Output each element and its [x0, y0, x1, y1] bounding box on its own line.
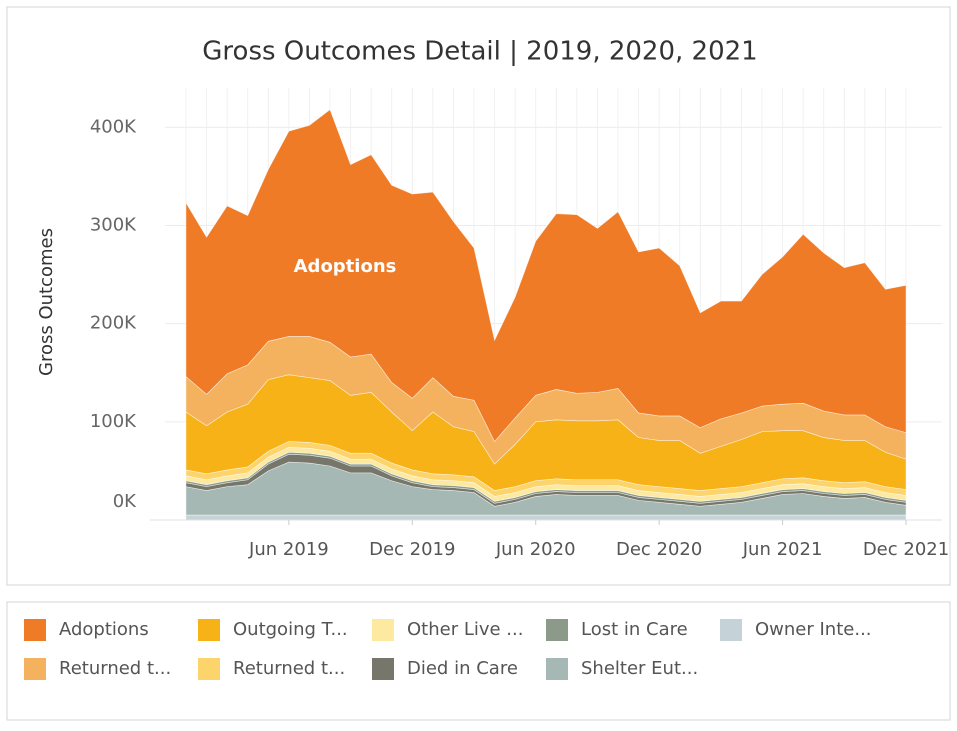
axes: 0K 100K 200K 300K 400K Jun 2019 Dec 2019 Jun 20…	[90, 116, 949, 560]
y-tick-label: 0K	[113, 491, 137, 512]
legend-label: Outgoing T...	[233, 619, 348, 640]
legend-swatch	[546, 658, 568, 680]
x-tick-label: Dec 2019	[369, 539, 455, 560]
legend-label: Shelter Eut...	[581, 658, 698, 679]
legend-swatch	[720, 619, 742, 641]
y-tick-label: 400K	[90, 116, 137, 137]
chart-title: Gross Outcomes Detail | 2019, 2020, 2021	[202, 37, 757, 67]
chart-frame	[6, 6, 951, 586]
legend-swatch	[372, 619, 394, 641]
x-tick-label: Jun 2020	[495, 539, 576, 560]
annotation: Adoptions	[294, 256, 397, 277]
legend-swatch	[198, 658, 220, 680]
x-tick-label: Jun 2021	[742, 539, 823, 560]
area	[185, 109, 907, 442]
y-tick-label: 100K	[90, 411, 137, 432]
legend-label: Returned t...	[233, 658, 345, 679]
legend-swatch	[198, 619, 220, 641]
legend-swatch	[546, 619, 568, 641]
legend-swatch	[372, 658, 394, 680]
legend-swatch	[24, 658, 46, 680]
legend-label: Owner Inte...	[755, 619, 872, 640]
legend-label: Lost in Care	[581, 619, 688, 640]
legend-label: Died in Care	[407, 658, 518, 679]
legend: Owner Inte... Shelter Eut... Died in Care L…	[24, 619, 872, 680]
legend-frame	[6, 601, 951, 721]
area	[185, 514, 907, 521]
y-tick-label: 200K	[90, 313, 137, 334]
y-tick-label: 300K	[90, 214, 137, 235]
areas	[185, 109, 907, 521]
legend-label: Returned t...	[59, 658, 171, 679]
legend-label: Adoptions	[59, 619, 149, 640]
legend-swatch	[24, 619, 46, 641]
x-tick-label: Dec 2021	[863, 539, 949, 560]
x-tick-label: Jun 2019	[248, 539, 329, 560]
legend-label: Other Live ...	[407, 619, 523, 640]
x-tick-label: Dec 2020	[616, 539, 702, 560]
y-axis-label: Gross Outcomes	[36, 228, 57, 376]
